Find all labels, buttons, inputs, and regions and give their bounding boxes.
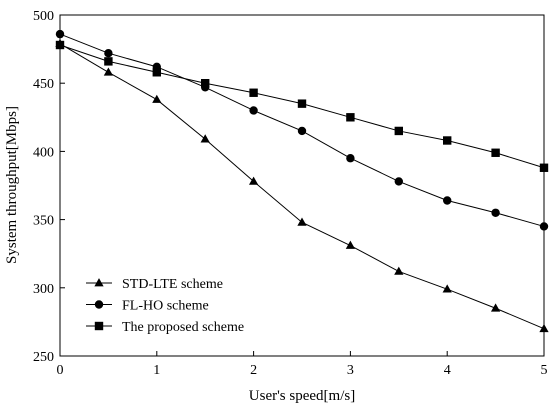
y-tick-label: 500 xyxy=(33,9,54,24)
data-point xyxy=(297,217,307,226)
y-tick-label: 300 xyxy=(33,282,54,297)
x-tick-label: 3 xyxy=(347,363,354,378)
data-point xyxy=(200,134,210,143)
y-axis-title: System throughput[Mbps] xyxy=(4,106,20,264)
data-point xyxy=(248,176,259,185)
x-tick-label: 5 xyxy=(541,363,548,378)
y-tick-label: 250 xyxy=(33,350,54,365)
data-point xyxy=(346,113,355,122)
data-point xyxy=(490,303,501,312)
data-point xyxy=(345,240,356,249)
data-point xyxy=(491,148,500,157)
data-point xyxy=(249,88,258,97)
x-tick-label: 0 xyxy=(57,363,64,378)
x-tick-label: 1 xyxy=(153,363,160,378)
ticks-layer: 0 1 2 3 4 5 250 300 350 400 450 500 xyxy=(33,9,548,378)
data-point xyxy=(201,79,210,88)
data-point xyxy=(443,196,452,205)
legend-marker xyxy=(94,278,104,287)
data-point xyxy=(249,106,258,115)
legend-label: The proposed scheme xyxy=(122,320,244,335)
data-point xyxy=(104,57,113,66)
legend-entry: STD-LTE scheme xyxy=(86,277,223,292)
y-tick-label: 350 xyxy=(33,214,54,229)
data-point xyxy=(104,48,113,58)
legend-label: FL-HO scheme xyxy=(122,299,209,314)
data-point xyxy=(103,67,114,76)
legend-marker xyxy=(94,321,104,331)
data-point xyxy=(442,284,452,293)
series-square xyxy=(55,40,549,172)
data-point xyxy=(297,99,307,108)
series-circle xyxy=(55,29,549,231)
data-point xyxy=(394,266,404,275)
plot-area-frame xyxy=(59,14,545,357)
data-point xyxy=(394,126,403,136)
data-point xyxy=(297,126,307,136)
y-tick-label: 450 xyxy=(33,77,54,92)
legend-label: STD-LTE scheme xyxy=(122,277,223,292)
x-tick-label: 4 xyxy=(444,363,451,378)
data-point xyxy=(394,177,403,186)
data-point xyxy=(152,94,162,103)
y-tick-label: 400 xyxy=(33,145,54,160)
data-point xyxy=(346,154,355,163)
data-point xyxy=(443,136,452,145)
legend-entry: The proposed scheme xyxy=(86,320,244,335)
axes-layer xyxy=(59,14,545,357)
x-tick-label: 2 xyxy=(250,363,257,378)
legend-entry: FL-HO scheme xyxy=(86,299,209,314)
legend: STD-LTE scheme FL-HO scheme The proposed s… xyxy=(86,277,244,335)
legend-marker xyxy=(94,300,104,309)
data-point xyxy=(152,68,161,77)
x-axis-title: User's speed[m/s] xyxy=(249,388,355,404)
data-point xyxy=(491,208,500,217)
